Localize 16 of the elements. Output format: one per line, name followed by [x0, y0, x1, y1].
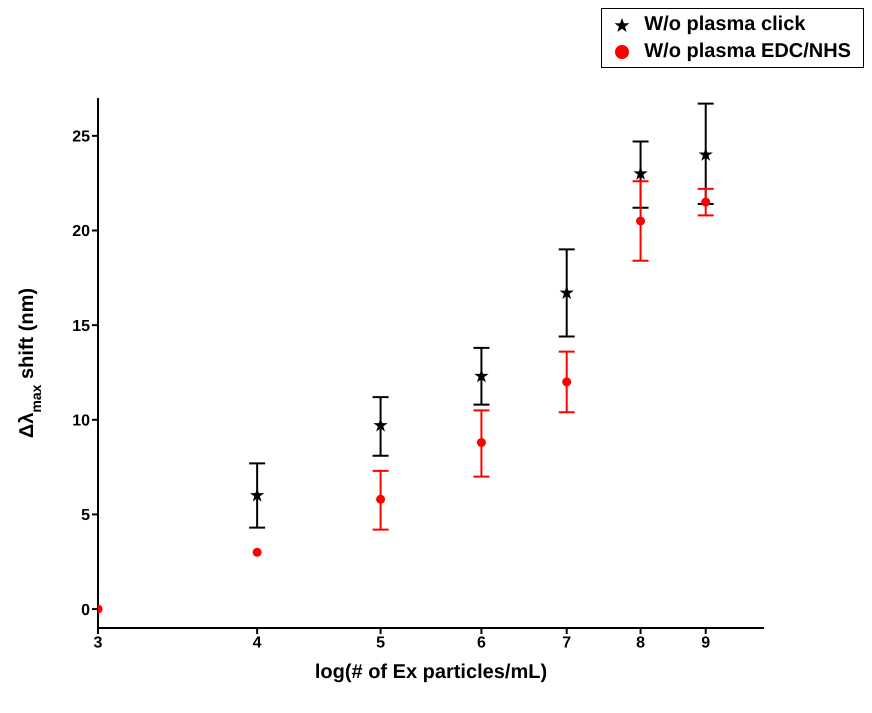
- legend-label: W/o plasma click: [644, 12, 806, 37]
- x-tick-label: 8: [636, 634, 646, 652]
- x-tick-label: 4: [252, 634, 262, 652]
- y-tick-label: 0: [81, 602, 90, 619]
- x-tick-label: 3: [94, 634, 103, 652]
- y-tick-label: 5: [81, 507, 90, 524]
- y-tick-label: 10: [72, 412, 90, 430]
- x-tick-label: 5: [376, 634, 386, 652]
- legend-label: W/o plasma EDC/NHS: [644, 39, 851, 64]
- x-tick-label: 7: [562, 634, 572, 652]
- y-tick-label: 25: [72, 128, 90, 146]
- x-tick-label: 6: [476, 634, 486, 652]
- y-tick-label: 20: [72, 223, 90, 240]
- x-tick-label: 9: [701, 634, 710, 652]
- x-axis-title: log(# of Ex particles/mL): [314, 661, 548, 683]
- y-tick-label: 15: [72, 318, 90, 335]
